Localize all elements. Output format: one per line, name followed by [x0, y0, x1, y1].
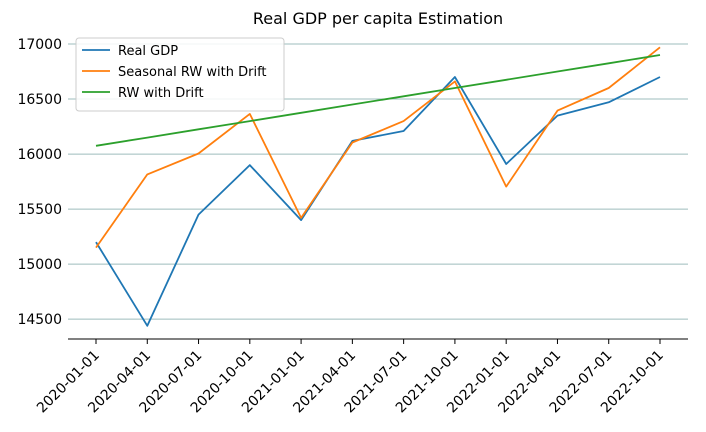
legend-box — [75, 37, 285, 112]
y-tick-label: 17000 — [17, 37, 62, 53]
legend: Real GDP Seasonal RW with Drift RW with Dr… — [75, 37, 285, 112]
y-axis: 14500 15000 15500 16000 16500 17000 — [17, 37, 62, 328]
legend-label: Seasonal RW with Drift — [118, 65, 267, 80]
legend-label: Real GDP — [118, 44, 178, 59]
x-axis: 2020-01-012020-04-012020-07-012020-10-01… — [34, 338, 688, 416]
y-tick-label: 16000 — [17, 147, 62, 163]
y-tick-label: 15000 — [17, 257, 62, 273]
series-line-1 — [95, 46, 661, 249]
series-line-0 — [95, 76, 661, 327]
series-group — [95, 46, 661, 327]
legend-label: RW with Drift — [118, 86, 204, 101]
series-line-2 — [95, 54, 661, 147]
y-tick-label: 15500 — [17, 202, 62, 218]
chart-title: Real GDP per capita Estimation — [253, 9, 503, 28]
y-tick-label: 16500 — [17, 92, 62, 108]
y-tick-label: 14500 — [17, 312, 62, 328]
